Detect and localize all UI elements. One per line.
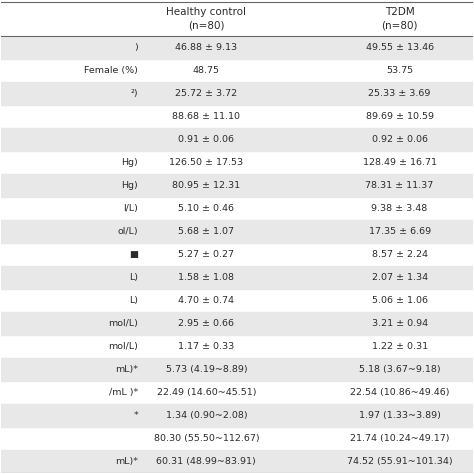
Bar xyxy=(1,128,473,151)
Text: 53.75: 53.75 xyxy=(386,66,413,75)
Bar xyxy=(1,312,473,335)
Text: mL)*: mL)* xyxy=(115,456,138,465)
Text: L): L) xyxy=(129,296,138,305)
Text: *: * xyxy=(133,410,138,419)
Text: ol/L): ol/L) xyxy=(118,227,138,236)
Text: 128.49 ± 16.71: 128.49 ± 16.71 xyxy=(363,158,437,167)
Text: T2DM
(n=80): T2DM (n=80) xyxy=(381,7,418,30)
Text: 5.73 (4.19~8.89): 5.73 (4.19~8.89) xyxy=(165,365,247,374)
Text: 5.06 ± 1.06: 5.06 ± 1.06 xyxy=(372,296,428,305)
Text: 22.54 (10.86~49.46): 22.54 (10.86~49.46) xyxy=(350,388,449,397)
Text: 49.55 ± 13.46: 49.55 ± 13.46 xyxy=(365,43,434,52)
Text: 4.70 ± 0.74: 4.70 ± 0.74 xyxy=(178,296,234,305)
Text: 5.18 (3.67~9.18): 5.18 (3.67~9.18) xyxy=(359,365,440,374)
Bar xyxy=(1,220,473,243)
Text: 1.22 ± 0.31: 1.22 ± 0.31 xyxy=(372,342,428,351)
Text: 25.72 ± 3.72: 25.72 ± 3.72 xyxy=(175,89,237,98)
Text: 1.97 (1.33~3.89): 1.97 (1.33~3.89) xyxy=(359,410,440,419)
Text: 48.75: 48.75 xyxy=(193,66,220,75)
Text: 89.69 ± 10.59: 89.69 ± 10.59 xyxy=(365,112,434,121)
Text: 2.95 ± 0.66: 2.95 ± 0.66 xyxy=(178,319,234,328)
Text: 126.50 ± 17.53: 126.50 ± 17.53 xyxy=(169,158,244,167)
Text: 21.74 (10.24~49.17): 21.74 (10.24~49.17) xyxy=(350,434,449,443)
Bar xyxy=(1,404,473,427)
Text: ■: ■ xyxy=(129,250,138,259)
Text: Healthy control
(n=80): Healthy control (n=80) xyxy=(166,7,246,30)
Text: 88.68 ± 11.10: 88.68 ± 11.10 xyxy=(173,112,240,121)
Text: Hg): Hg) xyxy=(121,158,138,167)
Bar xyxy=(1,358,473,381)
Text: 2.07 ± 1.34: 2.07 ± 1.34 xyxy=(372,273,428,282)
Text: 5.10 ± 0.46: 5.10 ± 0.46 xyxy=(178,204,234,213)
Text: 80.95 ± 12.31: 80.95 ± 12.31 xyxy=(173,181,240,190)
Text: Hg): Hg) xyxy=(121,181,138,190)
Bar xyxy=(1,1,473,36)
Text: mol/L): mol/L) xyxy=(108,319,138,328)
Text: 46.88 ± 9.13: 46.88 ± 9.13 xyxy=(175,43,237,52)
Text: 25.33 ± 3.69: 25.33 ± 3.69 xyxy=(368,89,431,98)
Text: 1.17 ± 0.33: 1.17 ± 0.33 xyxy=(178,342,235,351)
Text: 5.68 ± 1.07: 5.68 ± 1.07 xyxy=(178,227,234,236)
Text: 17.35 ± 6.69: 17.35 ± 6.69 xyxy=(368,227,431,236)
Text: l/L): l/L) xyxy=(123,204,138,213)
Text: 9.38 ± 3.48: 9.38 ± 3.48 xyxy=(372,204,428,213)
Text: 3.21 ± 0.94: 3.21 ± 0.94 xyxy=(372,319,428,328)
Text: L): L) xyxy=(129,273,138,282)
Text: 60.31 (48.99~83.91): 60.31 (48.99~83.91) xyxy=(156,456,256,465)
Bar xyxy=(1,266,473,289)
Text: ²): ²) xyxy=(130,89,138,98)
Text: mol/L): mol/L) xyxy=(108,342,138,351)
Text: 1.58 ± 1.08: 1.58 ± 1.08 xyxy=(178,273,234,282)
Text: 1.34 (0.90~2.08): 1.34 (0.90~2.08) xyxy=(165,410,247,419)
Text: 74.52 (55.91~101.34): 74.52 (55.91~101.34) xyxy=(347,456,452,465)
Bar xyxy=(1,36,473,59)
Text: 78.31 ± 11.37: 78.31 ± 11.37 xyxy=(365,181,434,190)
Text: Female (%): Female (%) xyxy=(84,66,138,75)
Text: 22.49 (14.60~45.51): 22.49 (14.60~45.51) xyxy=(156,388,256,397)
Text: 8.57 ± 2.24: 8.57 ± 2.24 xyxy=(372,250,428,259)
Bar xyxy=(1,450,473,473)
Text: 0.91 ± 0.06: 0.91 ± 0.06 xyxy=(178,135,234,144)
Text: mL)*: mL)* xyxy=(115,365,138,374)
Text: 0.92 ± 0.06: 0.92 ± 0.06 xyxy=(372,135,428,144)
Text: 5.27 ± 0.27: 5.27 ± 0.27 xyxy=(178,250,234,259)
Bar xyxy=(1,174,473,197)
Text: 80.30 (55.50~112.67): 80.30 (55.50~112.67) xyxy=(154,434,259,443)
Text: ): ) xyxy=(134,43,138,52)
Text: /mL )*: /mL )* xyxy=(109,388,138,397)
Bar xyxy=(1,82,473,105)
